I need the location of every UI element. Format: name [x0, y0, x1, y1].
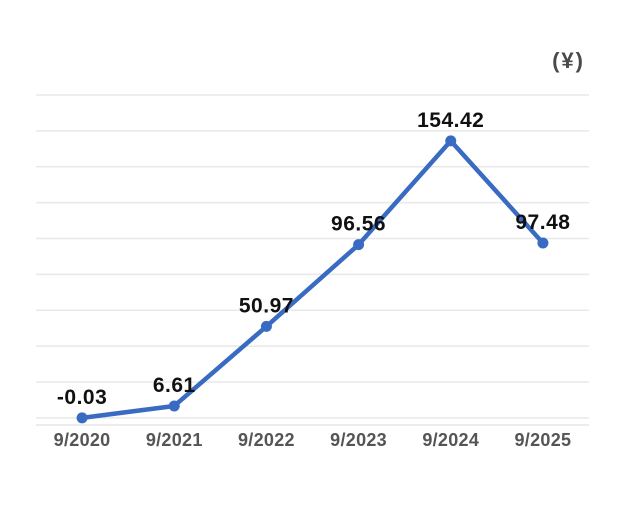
data-point-label: 96.56	[331, 213, 386, 236]
x-axis-tick-label: 9/2020	[54, 430, 111, 450]
data-point-marker	[260, 320, 272, 332]
data-point-label: 154.42	[417, 109, 484, 132]
data-point-label: 6.61	[153, 374, 196, 397]
series-line	[79, 138, 546, 421]
data-point-marker	[76, 412, 88, 424]
data-point-label: -0.03	[57, 386, 107, 409]
x-axis-tick-label: 9/2021	[146, 430, 203, 450]
x-axis-tick-label: 9/2022	[238, 430, 295, 450]
x-axis-tick-label: 9/2023	[330, 430, 387, 450]
x-axis-tick-label: 9/2024	[422, 430, 479, 450]
data-point-marker	[537, 237, 549, 249]
data-point-marker	[445, 135, 457, 147]
data-point-label: 50.97	[239, 294, 294, 317]
data-point-marker	[353, 239, 365, 251]
data-point-marker	[168, 400, 180, 412]
data-point-label: 97.48	[515, 211, 570, 234]
x-axis-tick-label: 9/2025	[514, 430, 571, 450]
y-axis-unit-label: (¥)	[552, 48, 585, 73]
